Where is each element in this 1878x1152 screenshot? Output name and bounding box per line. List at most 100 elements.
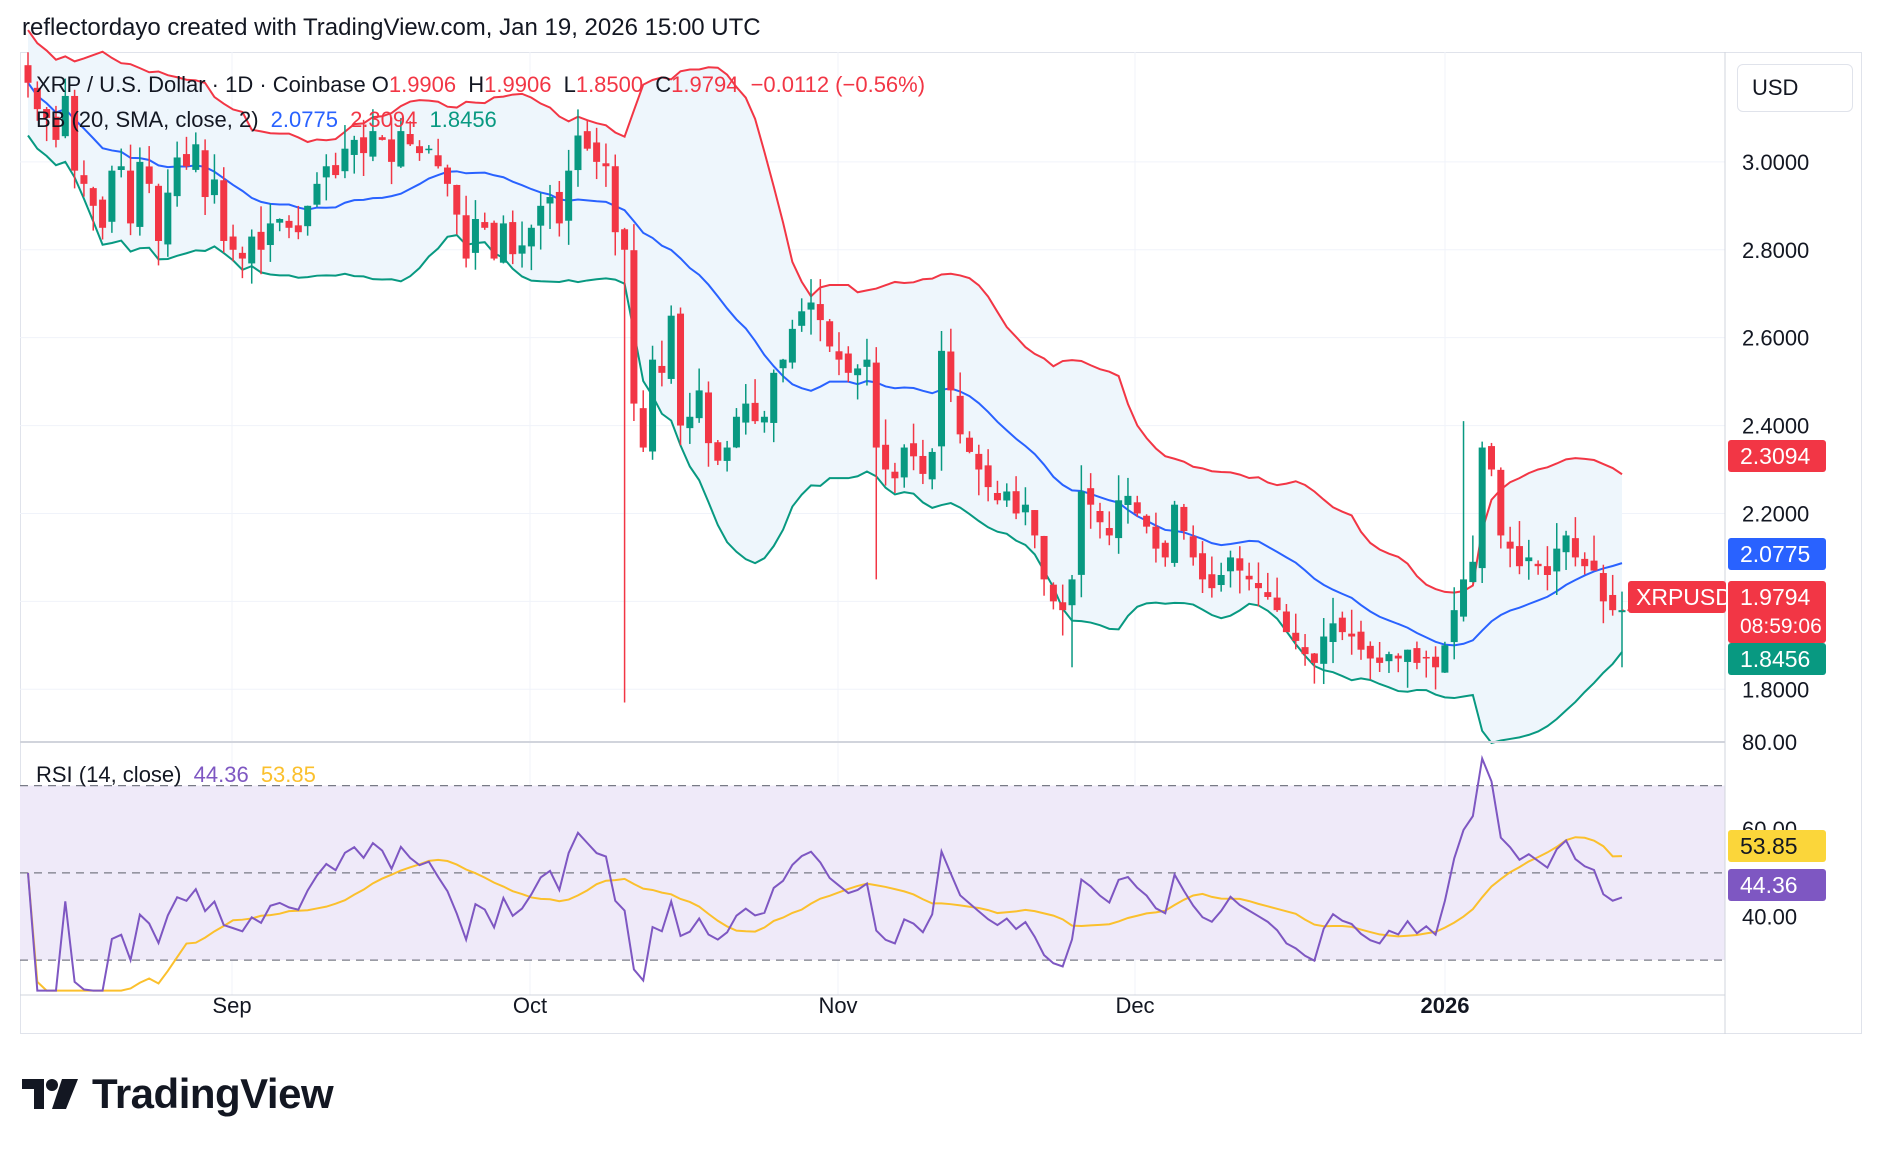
candle-body [248,236,256,264]
candle-body [565,170,573,221]
candle-body [416,146,424,154]
candle-body [145,166,153,184]
candle-body [434,155,442,167]
candle-body [1087,488,1095,505]
candle-body [965,437,973,452]
candle-body [1357,631,1365,650]
candle-body [630,250,638,404]
bb-lower-line [27,134,1623,745]
candle-body [481,222,489,228]
candle-body [406,134,414,145]
rsi-tag-text: 44.36 [1740,872,1798,898]
time-axis-tick-label: Oct [513,993,547,1018]
price-axis-tick-label: 2.4000 [1742,414,1809,439]
currency-selector[interactable]: USD [1737,64,1853,112]
candle-body [779,359,787,369]
bb-lower-value: 1.8456 [429,107,497,132]
bb-label: BB (20, SMA, close, 2) [36,107,259,132]
candle-body [798,311,806,326]
symbol-tag: XRPUSD [1628,581,1732,613]
candle-body [471,219,479,253]
open-label: O [371,72,389,97]
rsi-axis-tick-label: 80.00 [1742,730,1797,755]
candle-body [1348,633,1356,637]
candle-body [1105,528,1113,536]
chart-frame [20,52,1862,1034]
high-label: H [468,72,485,97]
candle-body [294,225,302,233]
candle-body [24,65,32,83]
bb-upper-tag-text: 2.3094 [1740,443,1811,469]
candle-body [182,154,190,167]
candle-body [816,304,824,321]
candle-body [583,131,591,149]
rsi-layer [20,754,1725,992]
candle-body [593,142,601,162]
candle-body [1413,648,1421,663]
rsi-line [27,754,1623,992]
candle-body [1003,491,1011,501]
candle-body [993,492,1001,501]
candle-body [1273,597,1281,611]
candle-body [220,180,228,241]
time-axis-tick-label: 2026 [1421,993,1470,1018]
symbol-legend[interactable]: XRP / U.S. Dollar · 1D · Coinbase O1.9906… [36,72,931,98]
candle-body [33,87,41,110]
candle-body [1376,657,1384,663]
bb-upper-line [27,29,1623,594]
high-value: 1.9906 [484,72,552,97]
candle-body [1040,535,1048,580]
tradingview-logo[interactable]: TradingView [22,1070,334,1118]
candle-body [276,219,284,223]
candle-body [1487,446,1495,470]
rsi-tag: 44.36 [1728,869,1826,901]
candle-body [1236,558,1244,571]
candle-body [80,175,88,184]
candle-body [89,188,97,206]
candle-body [686,416,694,429]
candle-body [938,350,946,447]
candle-body [1515,546,1523,567]
bb-legend[interactable]: BB (20, SMA, close, 2) 2.0775 2.3094 1.8… [36,107,503,133]
tradingview-logo-icon [22,1079,78,1109]
brand-name: TradingView [92,1070,334,1117]
candle-body [1497,469,1505,536]
candle-body [900,447,908,478]
candle-body [919,455,927,474]
candle-body [155,185,163,241]
candle-body [1245,575,1253,580]
candle-body [443,167,451,184]
candle-body [509,222,517,255]
time-axis-tick-label: Nov [818,993,857,1018]
candle-body [658,365,666,373]
candle-body [695,390,703,419]
bb-basis-tag-text: 2.0775 [1740,541,1811,567]
candle-body [1199,553,1207,580]
candle-body [1021,504,1029,513]
candle-body [621,229,629,250]
candle-body [117,166,125,170]
bb-basis-line [27,82,1623,647]
candle-body [723,447,731,461]
candle-body [1152,526,1160,549]
bb-lower-tag-text: 1.8456 [1740,646,1811,672]
candle-body [360,137,368,154]
candle-body [378,137,386,140]
candle-body [1049,584,1057,602]
rsi-ma-tag: 53.85 [1728,830,1826,862]
candle-body [770,372,778,423]
candle-body [835,351,843,360]
candle-body [1226,557,1234,572]
candle-body [173,157,181,197]
candle-body [956,395,964,435]
candle-body [546,197,554,204]
rsi-legend[interactable]: RSI (14, close) 44.36 53.85 [36,762,322,788]
candle-body [1534,563,1542,567]
candle-body [257,231,265,250]
candle-body [313,183,321,205]
candle-body [1422,656,1430,659]
candle-body [1562,535,1570,553]
candle-body [1394,655,1402,659]
candle-body [984,465,992,488]
